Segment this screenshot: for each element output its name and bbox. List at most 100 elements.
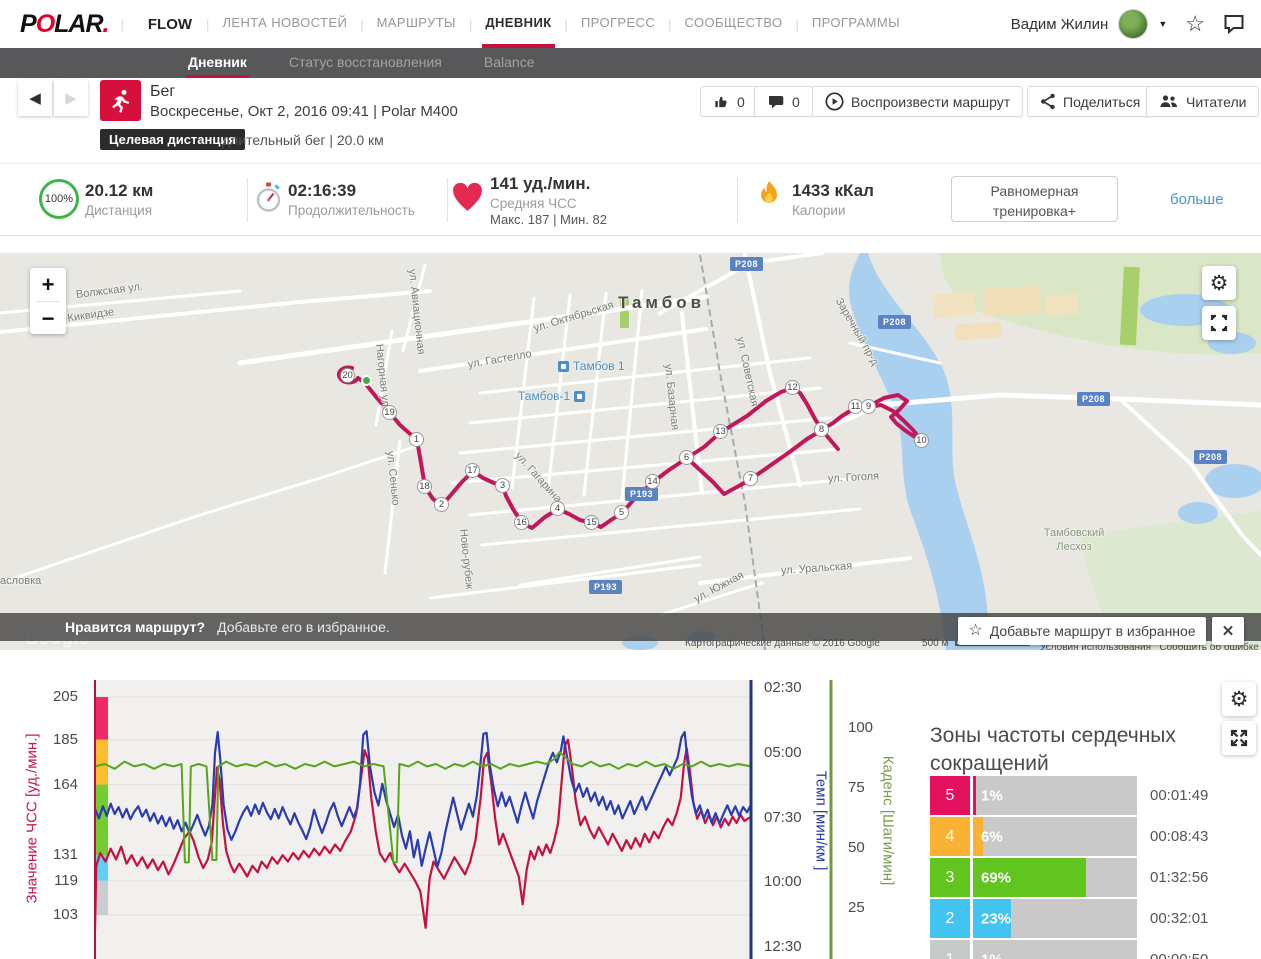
calories-label: Калории <box>792 203 846 218</box>
distance-stat: 20.12 км Дистанция <box>85 181 153 218</box>
zoom-out-button[interactable]: − <box>41 305 55 331</box>
flow-wordmark[interactable]: FLOW <box>147 15 193 33</box>
calories-stat: 1433 кКал Калории <box>792 181 874 218</box>
more-link[interactable]: больше <box>1170 191 1224 208</box>
km-marker-4: 4 <box>550 501 565 516</box>
like-button[interactable]: 0 <box>700 86 758 117</box>
add-favorite-label: Добавьте маршрут в избранное <box>989 623 1196 639</box>
user-name[interactable]: Вадим Жилин <box>1010 15 1109 33</box>
avatar[interactable] <box>1118 9 1149 39</box>
distance-value: 20.12 км <box>85 181 154 200</box>
subnav-item-balance[interactable]: Balance <box>483 53 535 70</box>
chat-icon[interactable] <box>1223 14 1245 34</box>
nav-item-лента новостей[interactable]: ЛЕНТА НОВОСТЕЙ <box>222 14 348 30</box>
axis-tick: 75 <box>848 779 865 796</box>
km-marker-20: 20 <box>340 368 355 383</box>
divider: | <box>468 16 473 32</box>
target-badge: Целевая дистанция <box>100 129 245 150</box>
main-menu: | ЛЕНТА НОВОСТЕЙ | МАРШРУТЫ | ДНЕВНИК | ПРОГРЕС… <box>196 0 903 48</box>
play-icon <box>825 92 844 111</box>
diary-subnav: Дневник Статус восстановления Balance <box>0 48 1261 78</box>
km-marker-16: 16 <box>514 515 529 530</box>
heart-icon <box>452 182 483 217</box>
map-links[interactable]: Условия использования Сообщить об ошибке… <box>1040 642 1261 650</box>
axis-tick: 25 <box>848 899 865 916</box>
km-marker-10: 10 <box>914 433 929 448</box>
divider <box>737 178 738 222</box>
zone-bar-fill <box>973 776 976 815</box>
axis-tick: 07:30 <box>764 808 802 826</box>
zone-number: 4 <box>930 817 970 856</box>
share-button[interactable]: Поделиться <box>1027 86 1154 117</box>
axis-tick: 05:00 <box>764 743 802 761</box>
nav-item-дневник[interactable]: ДНЕВНИК <box>482 0 555 48</box>
road-badge: P208 <box>1077 392 1111 406</box>
axis-tick: 12:30 <box>764 938 802 955</box>
prompt-text: Добавьте его в избранное. <box>217 619 390 635</box>
cadence-axis-title: Каденс [Шаги/мин] <box>879 755 897 886</box>
zone-number: 3 <box>930 858 970 897</box>
favorites-star-icon[interactable]: ☆ <box>1185 11 1205 36</box>
subnav-menu: Дневник Статус восстановления Balance <box>186 48 536 78</box>
zone-bar: 6% <box>973 817 1137 856</box>
subnav-item-статус восстановления[interactable]: Статус восстановления <box>288 53 442 70</box>
completion-ring: 100% <box>39 179 79 219</box>
training-benefit-button[interactable]: Равномерная тренировка+ <box>951 176 1118 222</box>
gear-icon: ⚙ <box>1209 270 1229 295</box>
close-prompt-button[interactable]: ✕ <box>1212 617 1244 645</box>
play-route-button[interactable]: Воспроизвести маршрут <box>812 86 1024 117</box>
next-activity-button[interactable]: ▶ <box>54 80 88 116</box>
km-marker-8: 8 <box>814 422 829 437</box>
axis-tick: 10:00 <box>764 873 802 891</box>
km-marker-5: 5 <box>614 505 629 520</box>
subnav-item-дневник[interactable]: Дневник <box>186 48 249 78</box>
chart-settings-button[interactable]: ⚙ <box>1222 682 1256 716</box>
hr-zones-table: 5 1% 00:01:49 4 6% 00:08:43 3 69% 01:32:56 2 23% 00… <box>930 776 1245 959</box>
map-fullscreen-button[interactable] <box>1202 306 1236 340</box>
nav-item-маршруты[interactable]: МАРШРУТЫ <box>376 14 456 30</box>
prompt-question: Нравится маршрут? <box>65 619 206 635</box>
zone-percent: 6% <box>981 828 1003 845</box>
chevron-down-icon[interactable]: ▼ <box>1158 19 1168 29</box>
zone-percent: 69% <box>981 869 1012 886</box>
nav-item-прогресс[interactable]: ПРОГРЕСС <box>580 14 656 30</box>
km-marker-11: 11 <box>848 399 863 414</box>
road-badge: P208 <box>1194 450 1228 464</box>
km-marker-3: 3 <box>495 478 510 493</box>
benefit-line1: Равномерная <box>990 183 1079 199</box>
previous-activity-button[interactable]: ◀ <box>18 80 52 116</box>
zone-time: 00:00:50 <box>1150 940 1245 959</box>
multi-axis-chart[interactable] <box>0 680 900 959</box>
route-map[interactable]: Тамбов Волжская ул. ул. Авиационная ул. Ки… <box>0 253 1261 650</box>
km-marker-18: 18 <box>417 479 432 494</box>
km-marker-19: 19 <box>382 405 397 420</box>
comment-button[interactable]: 0 <box>754 86 813 117</box>
station-label: Тамбов-1 <box>518 389 586 403</box>
zoom-in-button[interactable]: + <box>41 271 55 297</box>
km-marker-15: 15 <box>584 515 599 530</box>
zone-bar-fill <box>973 817 983 856</box>
zone-row-1: 1 1% 00:00:50 <box>930 940 1245 959</box>
zone-row-5: 5 1% 00:01:49 <box>930 776 1245 815</box>
chart-fullscreen-button[interactable] <box>1222 721 1256 755</box>
map-settings-button[interactable]: ⚙ <box>1202 266 1236 300</box>
nav-item-программы[interactable]: ПРОГРАММЫ <box>811 14 901 30</box>
hr-label: Средняя ЧСС <box>490 196 577 211</box>
axis-tick: 100 <box>848 719 874 736</box>
add-route-favorite-button[interactable]: ☆ Добавьте маршрут в избранное <box>958 617 1206 645</box>
divider <box>36 301 60 302</box>
activity-header: ◀ ▶ Бег Воскресенье, Окт 2, 2016 09:41 |… <box>0 78 1261 163</box>
station-icon <box>574 390 586 402</box>
zone-row-4: 4 6% 00:08:43 <box>930 817 1245 856</box>
polar-logo[interactable]: POLAR. <box>20 9 109 38</box>
duration-label: Продолжительность <box>288 203 415 218</box>
nav-item-сообщество[interactable]: СООБЩЕСТВО <box>684 14 783 30</box>
zone-row-2: 2 23% 00:32:01 <box>930 899 1245 938</box>
axis-tick: 205 <box>52 688 78 705</box>
duration-stat: 02:16:39 Продолжительность <box>288 181 415 218</box>
road-badge: Р193 <box>589 580 623 594</box>
road-badge: P208 <box>730 257 764 271</box>
readers-button[interactable]: Читатели <box>1146 86 1260 117</box>
expand-icon <box>1210 314 1228 332</box>
km-marker-13: 13 <box>713 424 728 439</box>
